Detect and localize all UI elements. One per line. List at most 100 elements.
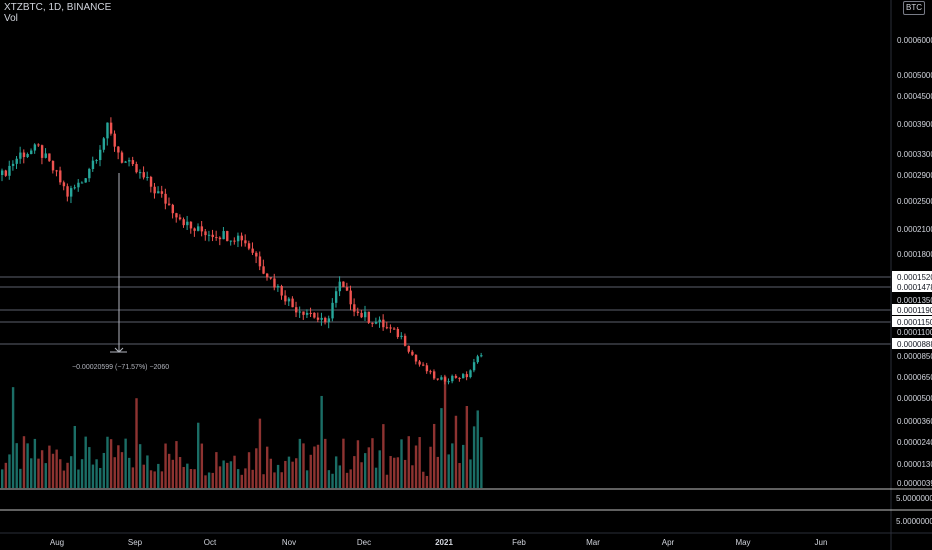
candle-body [171,204,175,214]
candle-body [200,226,204,232]
volume-bar [284,460,287,488]
volume-bar [200,443,204,488]
volume-bar [171,459,175,488]
candle-body [26,153,29,158]
candle-body [353,304,356,312]
volume-bar [30,458,33,488]
candle-body [15,158,18,164]
volume-bar [236,469,240,488]
volume-bar [313,446,316,488]
candle-body [255,252,258,257]
volume-bar [229,461,233,488]
volume-bar [320,395,323,488]
candle-body [204,231,207,236]
candle-body [327,318,331,323]
price-tick-label: 0.00008500 [897,352,932,361]
candle-body [465,374,469,378]
volume-bar [15,443,18,488]
volume-legend[interactable]: Vol [4,13,18,24]
candle-body [11,163,15,166]
volume-bar [338,465,341,488]
volume-bar [69,456,73,488]
time-tick-label: Feb [512,538,526,547]
candle-body [378,319,381,322]
candle-body [458,377,461,379]
candle-body [113,133,116,147]
volume-bar [472,426,476,488]
candle-body [229,240,233,242]
candle-body [418,361,421,365]
candle-body [55,170,58,172]
price-tick-label: 0.00006500 [897,373,932,382]
level-label-bg [892,338,932,349]
candle-body [164,193,167,204]
candle-body [265,273,269,278]
time-axis-labels[interactable]: Aug Sep Oct Nov Dec 2021 Feb Mar Apr May Jun [50,538,828,547]
volume-bar [102,452,106,488]
candle-body [349,290,352,305]
candle-body [334,291,338,303]
candle-body [331,302,334,319]
volume-bar [447,454,450,488]
volume-bar [291,461,294,488]
candle-body [109,122,113,134]
volume-bar [287,456,291,488]
price-tick-label: 0.00045000 [897,92,932,101]
level-label-bg [892,316,932,327]
candle-body [77,182,80,188]
volume-bar [334,456,338,488]
candle-body [138,172,142,174]
volume-bar [255,448,258,488]
candle-body [360,312,363,318]
volume-bar [396,457,400,488]
volume-bar [95,459,98,488]
volume-bar [360,462,363,488]
currency-badge[interactable]: BTC [903,1,925,15]
volume-bar [233,455,236,488]
candle-body [396,328,400,337]
candle-body [197,226,200,231]
volume-bar [295,458,298,488]
volume-bar [160,471,164,488]
volume-bar [262,474,265,488]
candle-body [178,217,182,220]
candle-body [338,281,341,292]
volume-bar [222,460,225,488]
volume-bar [443,376,447,488]
candle-body [4,170,8,176]
candle-body [189,221,193,229]
candle-body [22,152,26,158]
measure-label: −0.00020599 (−71.57%) −2060 [72,364,169,371]
volume-bar [84,436,87,488]
candle-body [276,286,280,288]
volume-bar [1,469,4,488]
candle-body [320,317,323,320]
volume-bar [342,438,345,488]
volume-bar [458,463,461,488]
candle-body [262,266,265,274]
candle-body [106,122,109,139]
candle-body [432,371,436,379]
candle-body [298,311,302,313]
volume-bar [22,436,26,488]
price-tick-label: 0.00011000 [897,328,932,337]
candle-body [218,237,222,240]
volume-bar [324,438,327,488]
candle-body [124,161,127,163]
symbol-legend[interactable]: XTZBTC, 1D, BINANCE [4,2,112,13]
candle-body [102,138,106,150]
candle-body [99,149,102,161]
candle-body [371,322,374,324]
measure-arrow [114,347,124,353]
volume-bar [153,471,156,488]
measure-tool[interactable]: −0.00020599 (−71.57%) −2060 [72,173,169,371]
candle-body [117,146,120,153]
time-tick-label: May [735,538,750,547]
volume-bar [425,475,429,488]
level-label: 0.00011900 [897,306,932,315]
level-label-bg [892,281,932,292]
volume-bar [345,472,349,488]
candle-body [356,311,360,313]
volume-bar [62,470,66,488]
